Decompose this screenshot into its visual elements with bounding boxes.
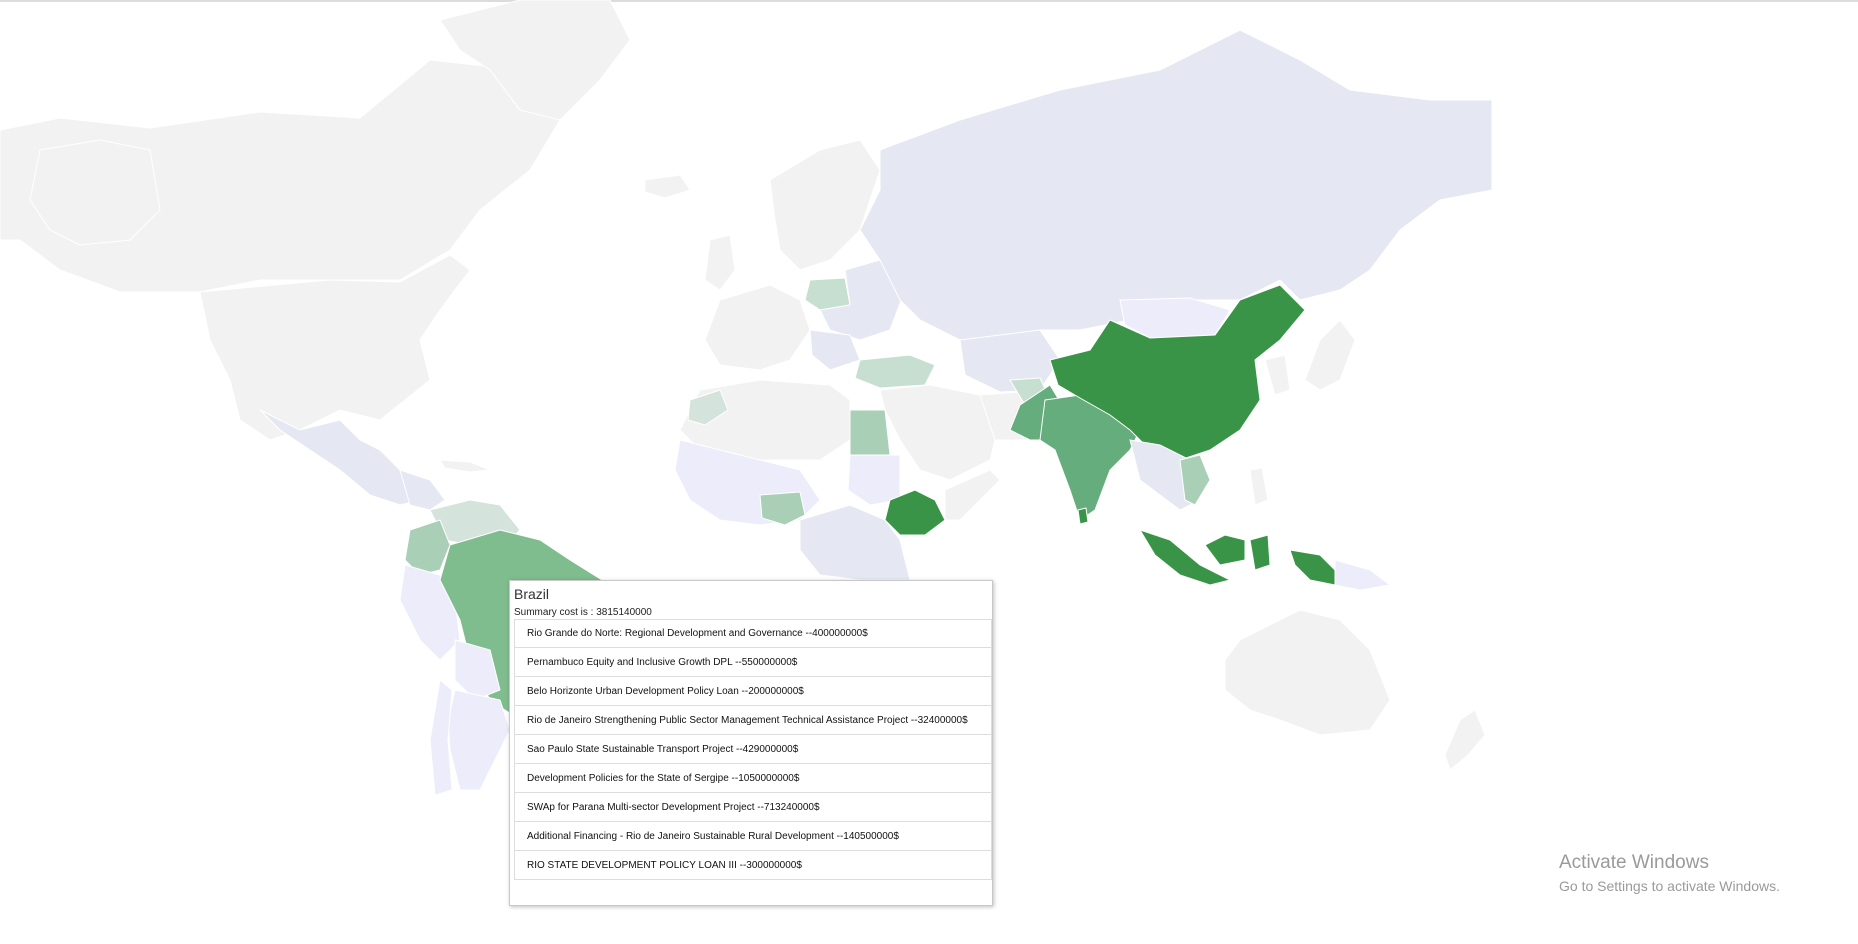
country-china[interactable] (1049, 284, 1306, 461)
country-western-europe[interactable] (704, 284, 811, 371)
country-nigeria[interactable] (759, 491, 806, 526)
country-colombia[interactable] (404, 519, 451, 576)
project-item: Rio Grande do Norte: Regional Developmen… (514, 619, 992, 648)
country-korea-japan[interactable] (1264, 319, 1356, 396)
country-argentina[interactable] (447, 689, 511, 791)
country-bolivia[interactable] (454, 639, 501, 701)
country-turkey[interactable] (854, 354, 936, 389)
country-png[interactable] (1334, 559, 1392, 591)
country-central-asia[interactable] (959, 329, 1061, 393)
project-item: RIO STATE DEVELOPMENT POLICY LOAN III --… (514, 851, 992, 880)
country-new-zealand[interactable] (1444, 709, 1486, 771)
project-item: Belo Horizonte Urban Development Policy … (514, 677, 992, 706)
country-middle-east[interactable] (879, 384, 1001, 481)
country-tooltip: Brazil Summary cost is : 3815140000 Rio … (509, 580, 993, 906)
country-vietnam[interactable] (1179, 454, 1211, 506)
country-usa[interactable] (199, 254, 471, 441)
tooltip-title: Brazil (514, 586, 550, 602)
project-item: SWAp for Parana Multi-sector Development… (514, 793, 992, 822)
country-russia[interactable] (859, 29, 1492, 341)
country-mexico[interactable] (259, 409, 421, 506)
country-philippines[interactable] (1249, 467, 1269, 506)
country-greenland[interactable] (439, 0, 631, 121)
country-balkans[interactable] (809, 329, 861, 371)
country-chile[interactable] (429, 679, 453, 796)
country-egypt[interactable] (849, 409, 891, 456)
top-border (0, 0, 1858, 2)
country-poland[interactable] (804, 277, 851, 311)
project-item: Additional Financing - Rio de Janeiro Su… (514, 822, 992, 851)
country-horn[interactable] (944, 469, 1001, 521)
project-item: Rio de Janeiro Strengthening Public Sect… (514, 706, 992, 735)
activate-windows-watermark: Activate Windows Go to Settings to activ… (1559, 852, 1780, 894)
country-sri-lanka[interactable] (1077, 507, 1089, 525)
country-central-america[interactable] (399, 469, 446, 511)
country-iceland[interactable] (644, 174, 691, 199)
tooltip-summary: Summary cost is : 3815140000 (514, 607, 652, 618)
country-scandinavia[interactable] (769, 139, 881, 271)
country-uk[interactable] (704, 234, 736, 291)
country-indonesia[interactable] (1138, 529, 1336, 586)
watermark-title: Activate Windows (1559, 852, 1709, 873)
country-sudan[interactable] (847, 454, 901, 506)
project-item: Sao Paulo State Sustainable Transport Pr… (514, 735, 992, 764)
watermark-subtitle: Go to Settings to activate Windows. (1559, 878, 1780, 894)
country-canada[interactable] (0, 59, 561, 293)
project-item: Development Policies for the State of Se… (514, 764, 992, 793)
country-cuba[interactable] (439, 459, 491, 473)
project-list: Rio Grande do Norte: Regional Developmen… (514, 619, 992, 880)
country-alaska[interactable] (29, 139, 161, 246)
country-morocco[interactable] (687, 389, 729, 426)
project-item: Pernambuco Equity and Inclusive Growth D… (514, 648, 992, 677)
country-southeast-asia[interactable] (1129, 439, 1201, 511)
country-australia[interactable] (1224, 609, 1391, 736)
